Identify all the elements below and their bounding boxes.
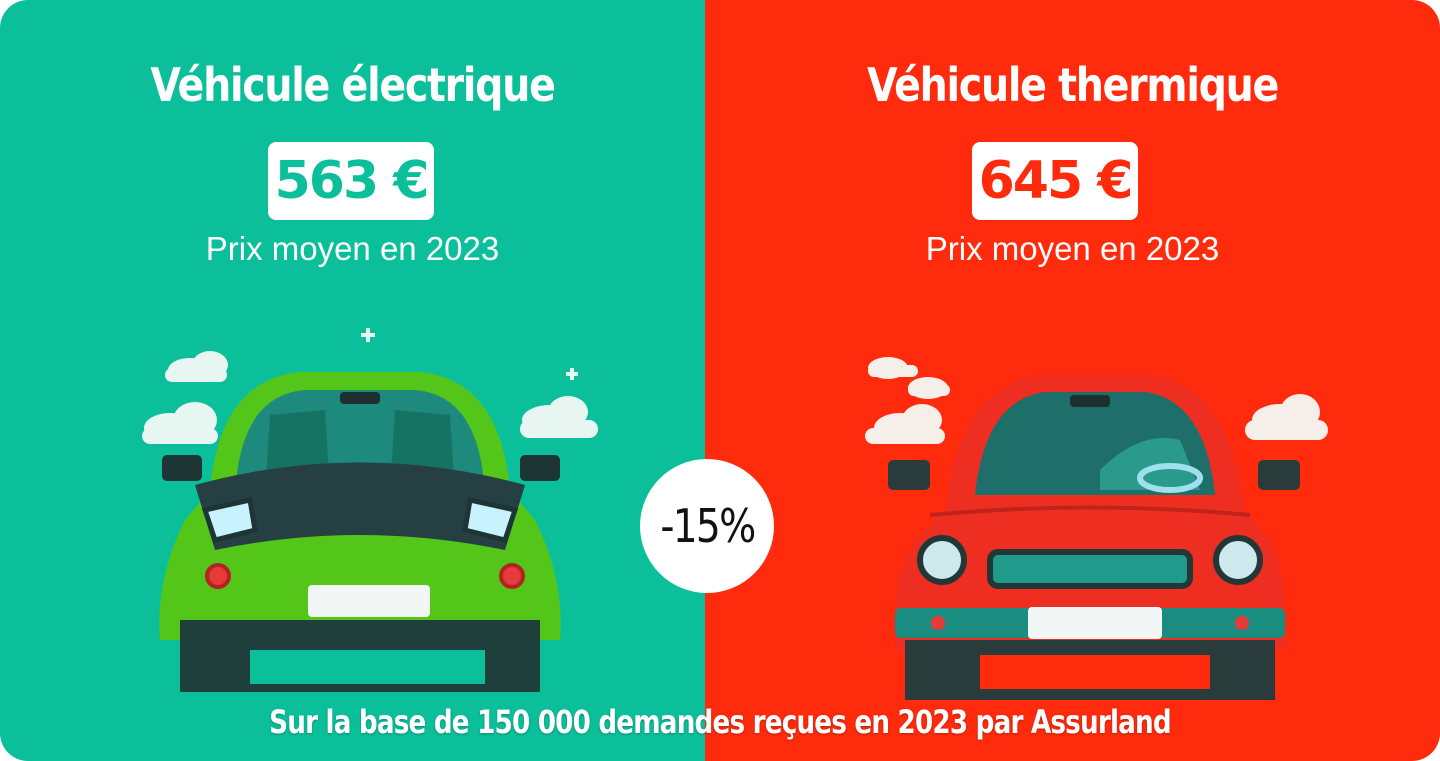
thermal-price: 645 €	[978, 151, 1134, 211]
percent-difference: -15%	[659, 499, 756, 553]
electric-car-icon	[142, 328, 598, 692]
thermal-subtitle: Prix moyen en 2023	[925, 230, 1220, 267]
electric-title: Véhicule électrique	[150, 58, 556, 112]
thermal-price-box: 645 €	[972, 142, 1138, 220]
electric-price-box: 563 €	[268, 142, 434, 220]
percent-difference-badge: -15%	[640, 459, 774, 593]
thermal-title: Véhicule thermique	[866, 58, 1279, 112]
electric-subtitle: Prix moyen en 2023	[205, 230, 500, 267]
source-footnote: Sur la base de 150 000 demandes reçues e…	[269, 703, 1172, 741]
cloud-icon	[142, 351, 598, 444]
combustion-car-icon	[865, 357, 1328, 700]
electric-panel: Véhicule électrique 563 € Prix moyen en …	[0, 0, 705, 761]
thermal-panel: Véhicule thermique 645 € Prix moyen en 2…	[705, 0, 1440, 761]
smoke-cloud-icon	[865, 357, 1328, 444]
electric-price: 563 €	[274, 151, 430, 211]
